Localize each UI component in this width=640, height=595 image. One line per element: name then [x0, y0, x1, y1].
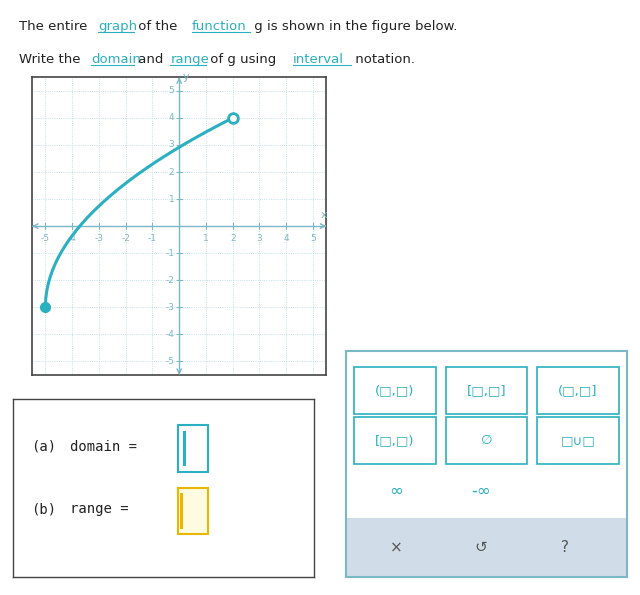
Text: domain: domain [91, 53, 141, 66]
Text: -4: -4 [68, 234, 77, 243]
FancyBboxPatch shape [183, 431, 186, 466]
FancyBboxPatch shape [180, 493, 183, 529]
Text: (□,□]: (□,□] [558, 384, 598, 397]
Text: ↺: ↺ [474, 540, 487, 555]
Text: and: and [134, 53, 168, 66]
Text: graph: graph [99, 20, 138, 33]
Text: 3: 3 [257, 234, 262, 243]
Text: ∅: ∅ [481, 434, 492, 447]
Text: ×: × [390, 540, 403, 555]
Text: -1: -1 [165, 249, 174, 258]
Text: function: function [192, 20, 247, 33]
Text: domain =: domain = [70, 440, 145, 454]
FancyBboxPatch shape [179, 425, 209, 472]
Text: range: range [170, 53, 209, 66]
Text: -2: -2 [121, 234, 130, 243]
Text: ?: ? [561, 540, 569, 555]
FancyBboxPatch shape [537, 416, 619, 464]
Text: [□,□]: [□,□] [467, 384, 506, 397]
Text: range =: range = [70, 502, 137, 516]
Text: 2: 2 [230, 234, 236, 243]
Text: -2: -2 [166, 275, 174, 284]
Text: The entire: The entire [19, 20, 92, 33]
Text: 5: 5 [168, 86, 174, 95]
Text: y: y [182, 72, 189, 82]
Text: -5: -5 [41, 234, 50, 243]
Text: x: x [321, 210, 327, 220]
FancyBboxPatch shape [445, 416, 527, 464]
Text: -∞: -∞ [471, 482, 491, 500]
Text: -3: -3 [95, 234, 104, 243]
FancyBboxPatch shape [179, 488, 209, 534]
Text: 3: 3 [168, 140, 174, 149]
FancyBboxPatch shape [537, 367, 619, 414]
Text: [□,□): [□,□) [375, 434, 415, 447]
Text: -4: -4 [166, 330, 174, 339]
Text: -5: -5 [165, 357, 174, 366]
Text: 4: 4 [169, 114, 174, 123]
Text: -1: -1 [148, 234, 157, 243]
Text: of g using: of g using [207, 53, 281, 66]
FancyBboxPatch shape [346, 518, 627, 577]
Text: interval: interval [293, 53, 344, 66]
Text: 1: 1 [168, 195, 174, 203]
Text: Write the: Write the [19, 53, 84, 66]
FancyBboxPatch shape [354, 367, 436, 414]
Text: of the: of the [134, 20, 182, 33]
Text: 4: 4 [284, 234, 289, 243]
Text: (□,□): (□,□) [375, 384, 415, 397]
FancyBboxPatch shape [445, 367, 527, 414]
Text: -3: -3 [165, 303, 174, 312]
Text: (a): (a) [31, 440, 56, 454]
Text: notation.: notation. [351, 53, 415, 66]
Text: □∪□: □∪□ [561, 434, 595, 447]
Text: 1: 1 [203, 234, 209, 243]
Text: g is shown in the figure below.: g is shown in the figure below. [250, 20, 457, 33]
Text: 5: 5 [310, 234, 316, 243]
Text: ∞: ∞ [389, 482, 403, 500]
FancyBboxPatch shape [354, 416, 436, 464]
Text: 2: 2 [169, 168, 174, 177]
Text: (b): (b) [31, 502, 56, 516]
